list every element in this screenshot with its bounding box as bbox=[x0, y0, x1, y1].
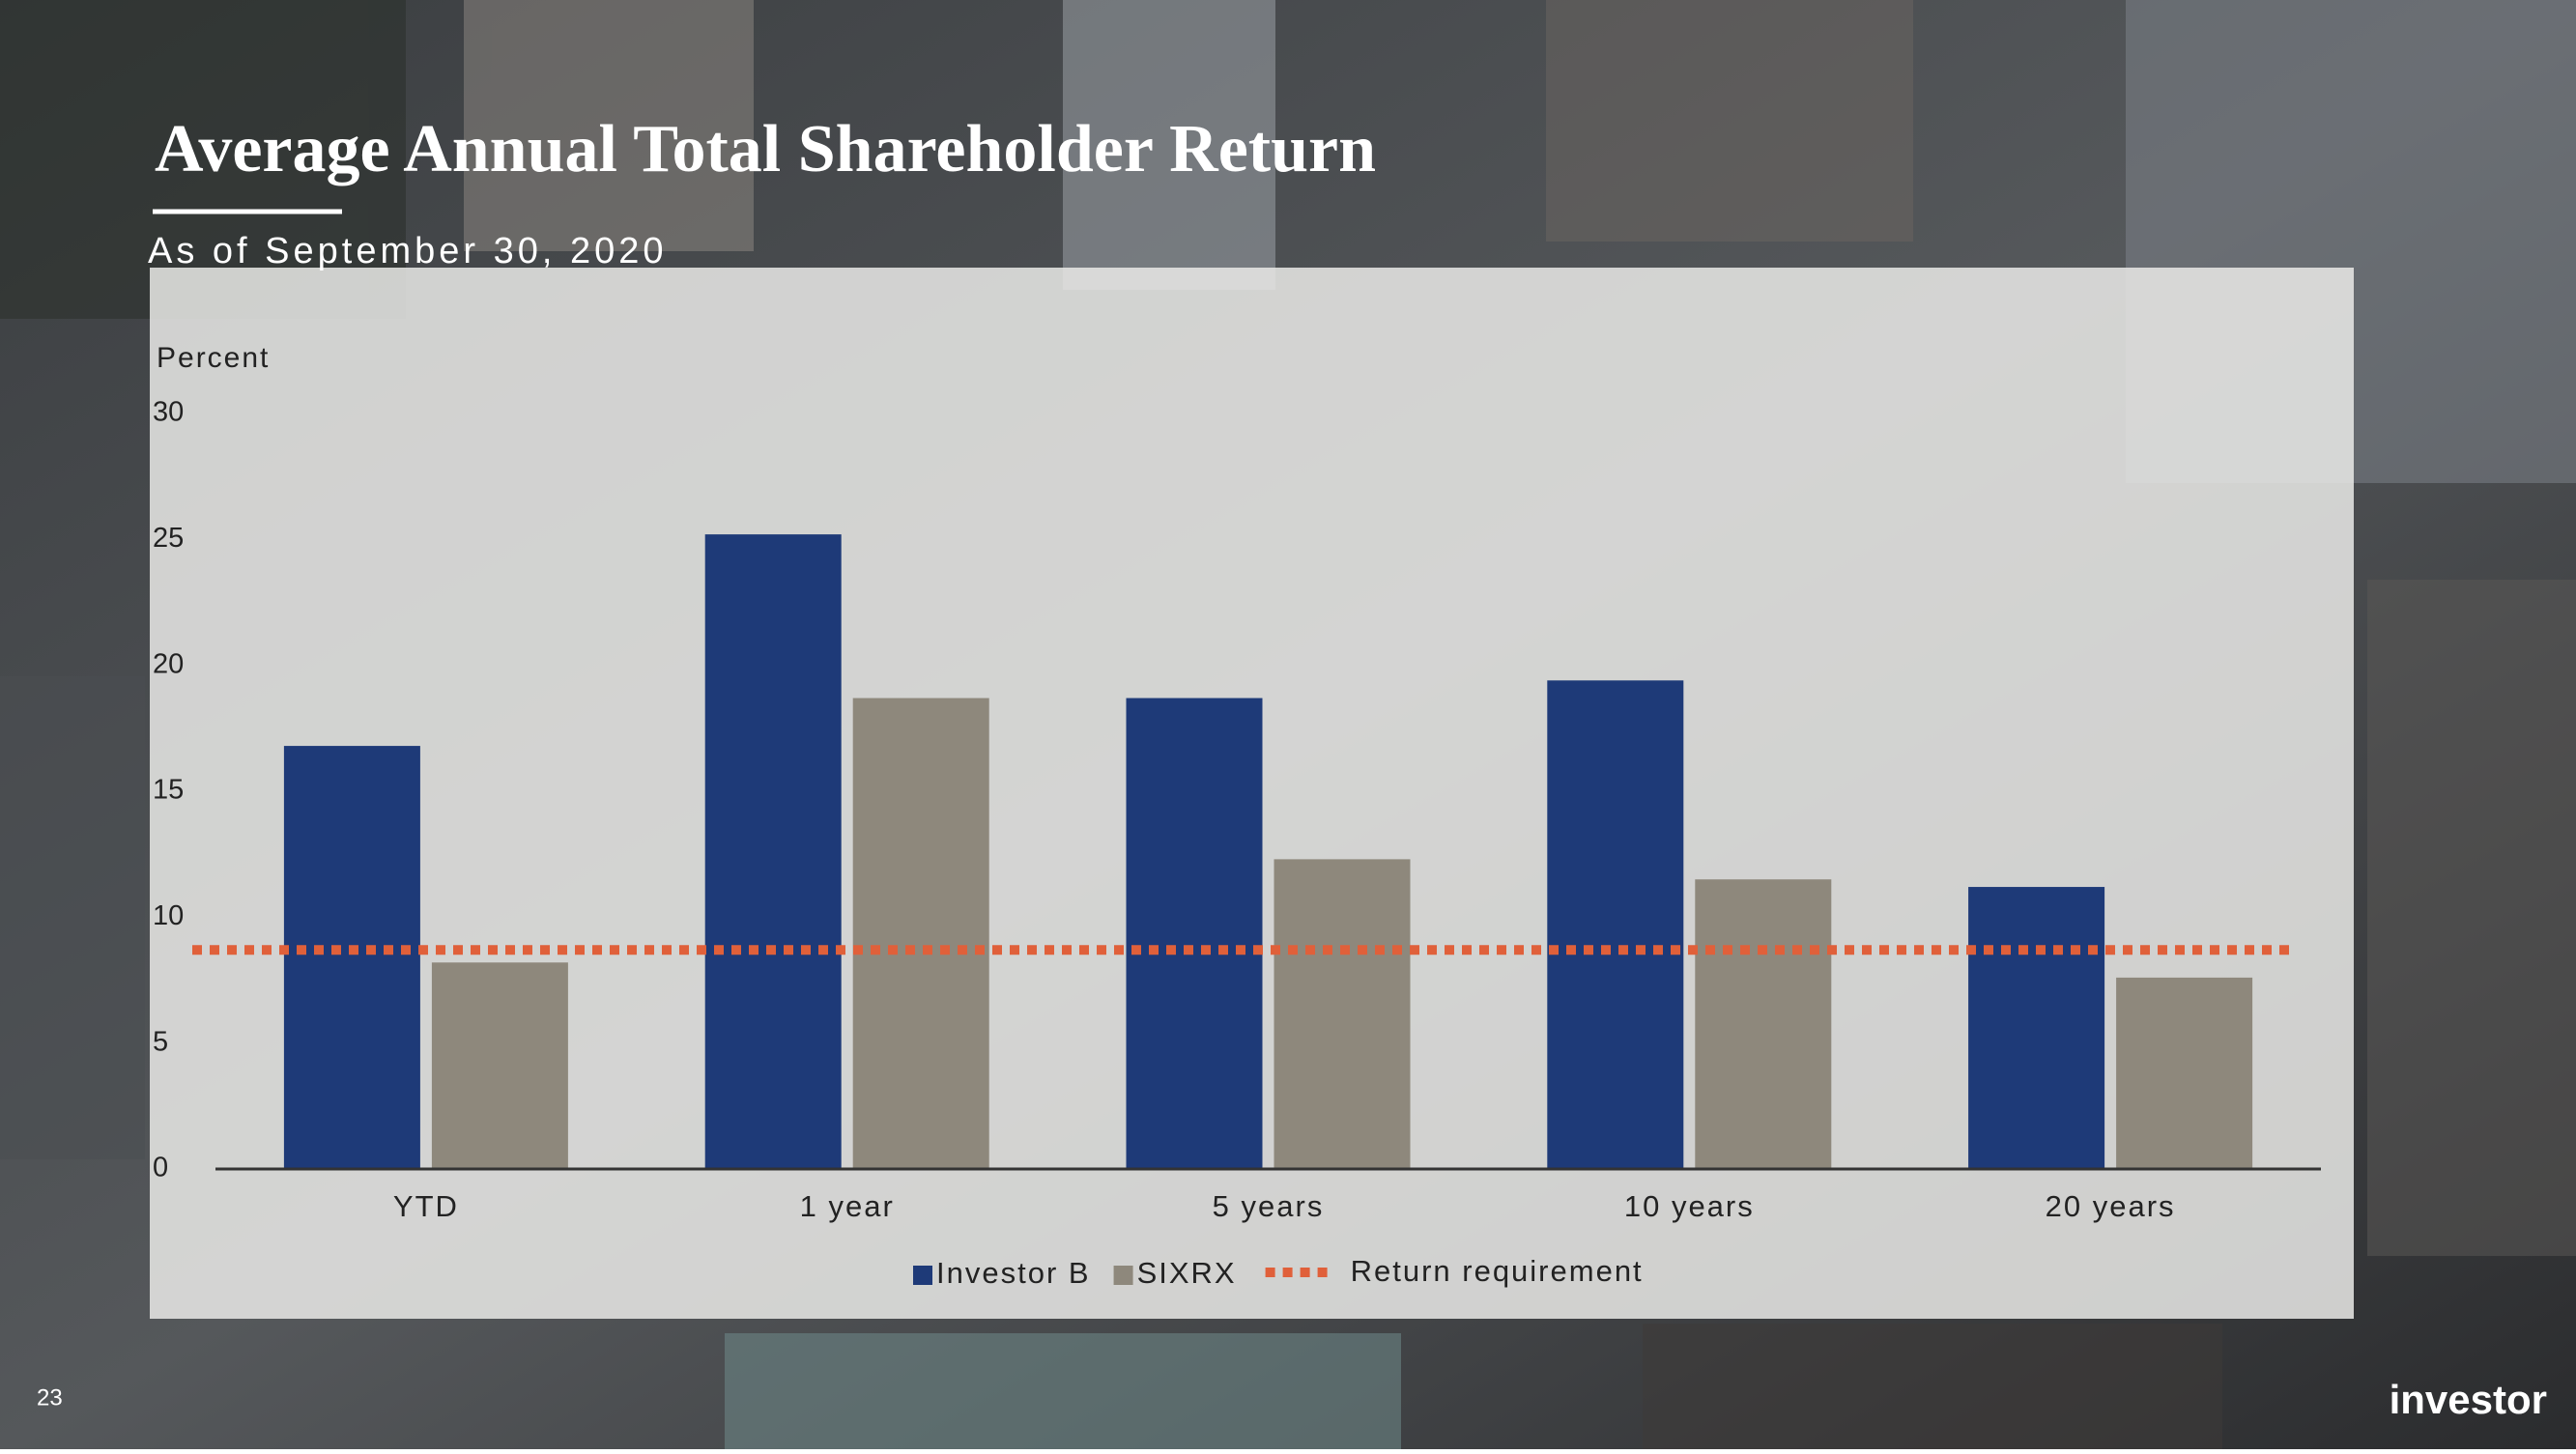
page-number: 23 bbox=[37, 1384, 63, 1411]
chart-title: Average Annual Total Shareholder Return bbox=[155, 112, 1376, 186]
legend-label: SIXRX bbox=[1137, 1256, 1237, 1290]
y-tick-label: 25 bbox=[153, 523, 184, 554]
bar bbox=[1547, 680, 1684, 1169]
x-tick-label: 20 years bbox=[2046, 1189, 2176, 1223]
y-tick-label: 5 bbox=[153, 1026, 168, 1057]
bar bbox=[1274, 859, 1411, 1169]
logo: investor bbox=[2390, 1377, 2547, 1422]
subtitle: As of September 30, 2020 bbox=[148, 231, 668, 271]
x-tick-label: YTD bbox=[393, 1189, 459, 1223]
y-axis-label: Percent bbox=[157, 342, 270, 374]
legend-label: Return requirement bbox=[1351, 1254, 1644, 1288]
legend-swatch bbox=[913, 1266, 932, 1285]
y-tick-label: 0 bbox=[153, 1153, 168, 1183]
bar bbox=[1126, 698, 1263, 1169]
y-tick-label: 10 bbox=[153, 900, 184, 931]
x-tick-label: 5 years bbox=[1213, 1189, 1325, 1223]
bar bbox=[852, 698, 989, 1169]
plot: 0 5 10 15 20 25 30 YTD 1 year 5 years 10 years 20 y… bbox=[153, 397, 2321, 1290]
legend-label: Investor B bbox=[936, 1256, 1091, 1290]
bar bbox=[1968, 887, 2105, 1169]
bar bbox=[431, 962, 568, 1169]
x-tick-label: 1 year bbox=[800, 1189, 895, 1223]
bar bbox=[2116, 977, 2253, 1169]
y-tick-label: 30 bbox=[153, 397, 184, 428]
x-tick-label: 10 years bbox=[1624, 1189, 1755, 1223]
y-tick-label: 15 bbox=[153, 775, 184, 806]
bar bbox=[1695, 879, 1832, 1169]
bar bbox=[704, 534, 842, 1169]
bar bbox=[283, 746, 420, 1169]
legend-swatch bbox=[1113, 1266, 1133, 1285]
y-tick-label: 20 bbox=[153, 648, 184, 679]
